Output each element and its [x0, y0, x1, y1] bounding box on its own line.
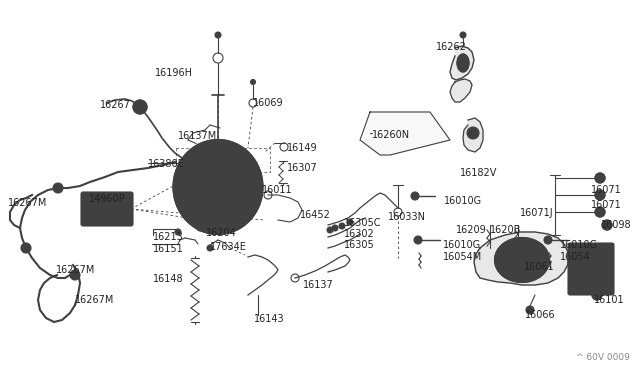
Text: 16148: 16148: [153, 274, 184, 284]
Text: 16151: 16151: [153, 244, 184, 254]
FancyBboxPatch shape: [568, 243, 614, 295]
Text: 16305: 16305: [344, 240, 375, 250]
Text: 16054M: 16054M: [443, 252, 483, 262]
Ellipse shape: [507, 247, 537, 273]
FancyBboxPatch shape: [81, 192, 133, 226]
Text: 16143: 16143: [254, 314, 285, 324]
Ellipse shape: [495, 237, 550, 282]
Circle shape: [526, 306, 534, 314]
Text: 16380E: 16380E: [148, 159, 185, 169]
Text: 16149: 16149: [287, 143, 317, 153]
Circle shape: [215, 32, 221, 38]
Circle shape: [595, 207, 605, 217]
Text: 16267M: 16267M: [75, 295, 115, 305]
Text: 16054: 16054: [560, 252, 591, 262]
Text: 16010G: 16010G: [443, 240, 481, 250]
Text: 16260N: 16260N: [372, 130, 410, 140]
Polygon shape: [450, 46, 474, 80]
Text: 1620B: 1620B: [490, 225, 522, 235]
Text: 14960P: 14960P: [89, 194, 125, 204]
Polygon shape: [450, 79, 472, 102]
Text: 16182V: 16182V: [460, 168, 497, 178]
Polygon shape: [463, 118, 483, 152]
Text: 16137M: 16137M: [178, 131, 217, 141]
Text: 16267M: 16267M: [8, 198, 47, 208]
Circle shape: [250, 80, 255, 84]
Text: 16267M: 16267M: [56, 265, 95, 275]
Circle shape: [347, 219, 353, 225]
Circle shape: [70, 270, 80, 280]
Circle shape: [595, 190, 605, 200]
Text: 16071: 16071: [591, 200, 621, 210]
Text: 16262: 16262: [436, 42, 467, 52]
Polygon shape: [474, 232, 568, 285]
Circle shape: [207, 245, 213, 251]
Circle shape: [53, 183, 63, 193]
Circle shape: [175, 229, 181, 235]
Text: 16066: 16066: [525, 310, 556, 320]
Text: 16061: 16061: [524, 262, 555, 272]
Text: 16137: 16137: [303, 280, 333, 290]
Circle shape: [104, 206, 110, 212]
Text: 16033N: 16033N: [388, 212, 426, 222]
Circle shape: [414, 236, 422, 244]
Circle shape: [99, 201, 115, 217]
Ellipse shape: [457, 54, 469, 72]
Text: 16209: 16209: [456, 225, 487, 235]
Circle shape: [339, 223, 345, 229]
Circle shape: [327, 227, 333, 233]
Polygon shape: [360, 112, 450, 155]
Circle shape: [595, 173, 605, 183]
Circle shape: [531, 257, 541, 267]
Text: 16302: 16302: [344, 229, 375, 239]
Ellipse shape: [198, 200, 248, 230]
Text: 16071: 16071: [591, 185, 621, 195]
Text: 16101: 16101: [594, 295, 625, 305]
Circle shape: [411, 192, 419, 200]
Circle shape: [467, 127, 479, 139]
Text: 16010G: 16010G: [560, 240, 598, 250]
Text: 16098: 16098: [601, 220, 632, 230]
Text: 16071J: 16071J: [520, 208, 554, 218]
Circle shape: [544, 236, 552, 244]
Circle shape: [460, 32, 466, 38]
Circle shape: [133, 100, 147, 114]
Text: ^ 60V 0009: ^ 60V 0009: [576, 353, 630, 362]
Text: 16267: 16267: [100, 100, 131, 110]
Text: 16305C: 16305C: [344, 218, 381, 228]
Text: 16011: 16011: [262, 185, 292, 195]
Circle shape: [332, 225, 338, 231]
Circle shape: [602, 220, 612, 230]
Text: 17634E: 17634E: [210, 242, 247, 252]
Circle shape: [592, 290, 602, 300]
Text: 16010G: 16010G: [444, 196, 482, 206]
Text: 16307: 16307: [287, 163, 317, 173]
Text: 16204: 16204: [206, 228, 237, 238]
Text: 16452: 16452: [300, 210, 331, 220]
Circle shape: [21, 243, 31, 253]
Ellipse shape: [173, 140, 263, 234]
Ellipse shape: [582, 259, 600, 279]
Circle shape: [137, 104, 143, 110]
Text: 16196H: 16196H: [155, 68, 193, 78]
Ellipse shape: [199, 161, 237, 203]
Text: 16213: 16213: [153, 232, 184, 242]
Text: 16069: 16069: [253, 98, 284, 108]
